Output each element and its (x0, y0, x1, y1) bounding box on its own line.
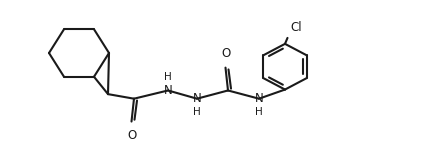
Text: H: H (255, 107, 262, 117)
Text: H: H (193, 107, 200, 117)
Text: O: O (221, 47, 230, 60)
Text: Cl: Cl (290, 21, 302, 34)
Text: N: N (255, 92, 263, 105)
Text: N: N (193, 92, 202, 105)
Text: O: O (127, 129, 136, 142)
Text: H: H (163, 72, 171, 82)
Text: N: N (163, 84, 172, 97)
